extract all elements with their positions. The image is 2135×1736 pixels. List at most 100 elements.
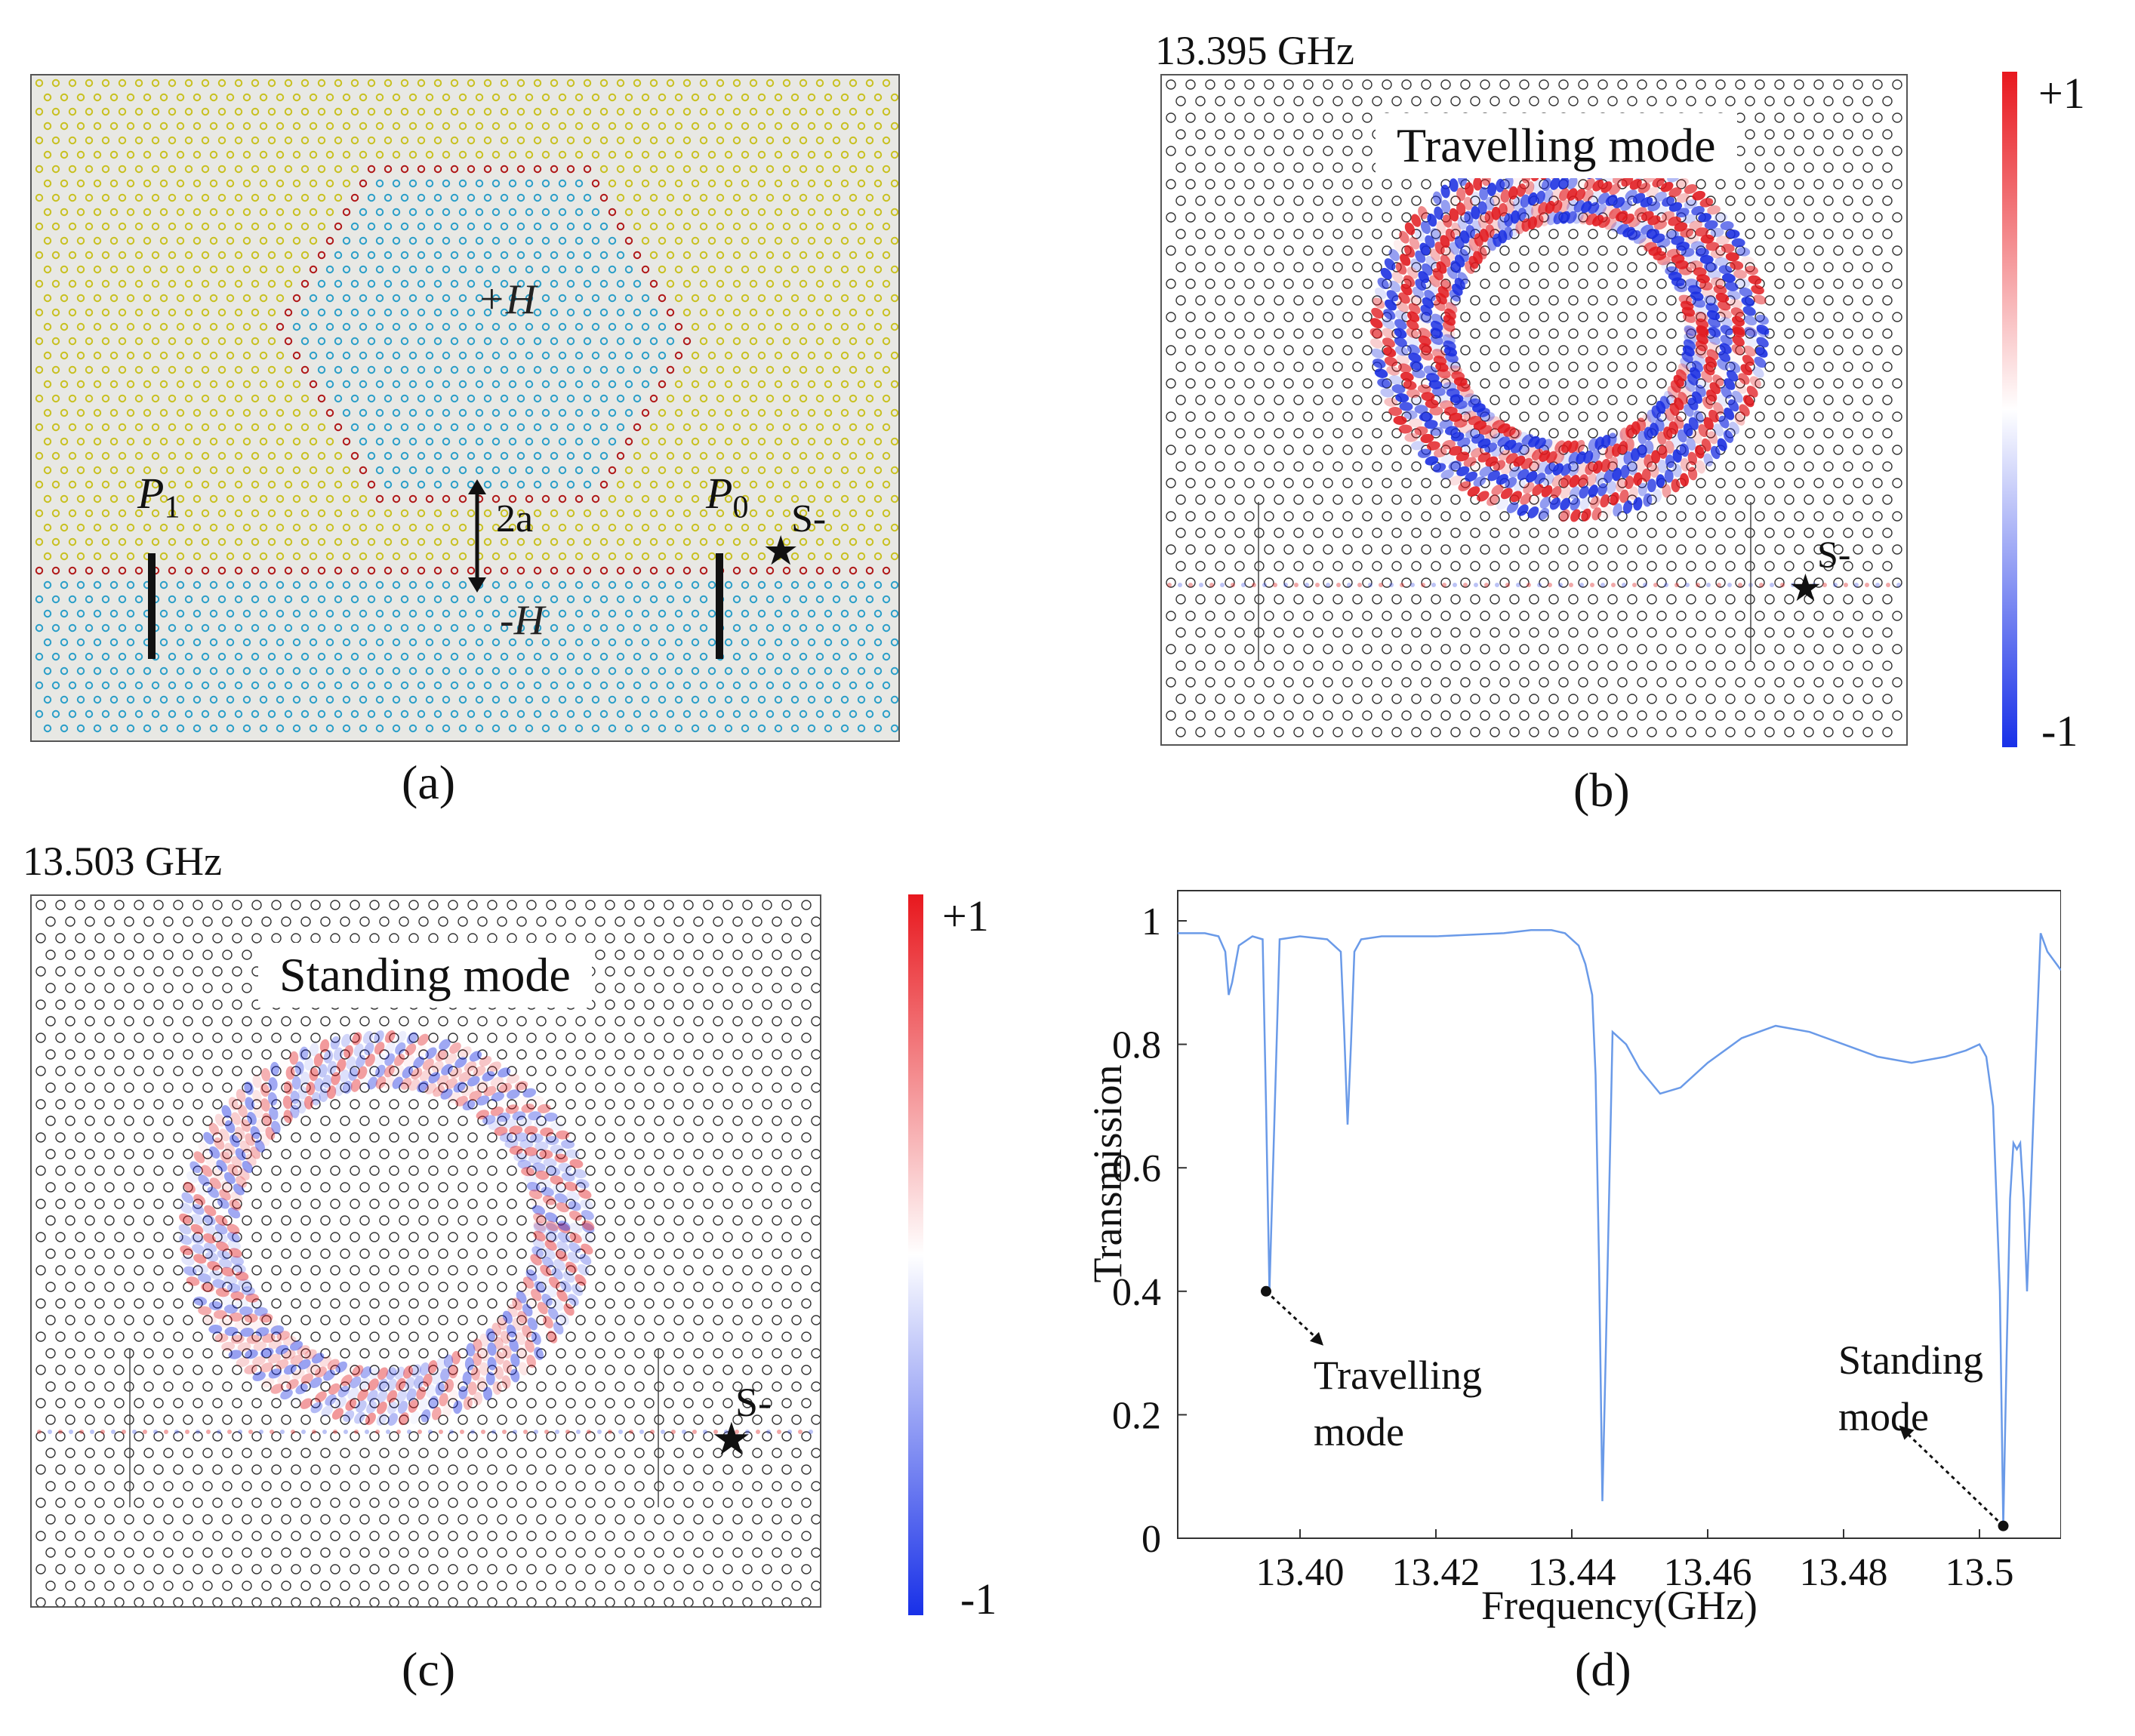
lattice-rod [118, 279, 127, 288]
lattice-rod [682, 681, 692, 690]
lattice-rod [1215, 129, 1225, 140]
lattice-rod [1293, 395, 1304, 405]
lattice-rod [417, 681, 426, 690]
lattice-rod [483, 78, 492, 88]
field-lobe [1729, 421, 1740, 435]
lattice-rod [1215, 262, 1225, 272]
field-lobe [1532, 484, 1544, 496]
lattice-rod [541, 150, 550, 159]
lattice-rod [1862, 295, 1873, 306]
wall-field [1294, 583, 1299, 587]
field-lobe [1446, 388, 1460, 398]
lattice-rod [94, 966, 105, 977]
lattice-rod [1637, 577, 1647, 588]
field-lobe [1681, 351, 1693, 363]
lattice-rod [1382, 511, 1392, 522]
lattice-rod [68, 451, 77, 460]
field-lobe [1498, 450, 1511, 461]
lattice-rod [1274, 461, 1284, 472]
lattice-rod [815, 566, 824, 575]
field-lobe [1754, 356, 1767, 368]
lattice-rod [1166, 611, 1176, 621]
lattice-rod [483, 136, 492, 145]
lattice-rod [317, 623, 326, 633]
lattice-rod [212, 933, 223, 943]
lattice-rod [1607, 328, 1618, 339]
lattice-rod [134, 451, 143, 460]
lattice-rod [691, 93, 700, 102]
field-lobe [1744, 325, 1758, 335]
lattice-rod [330, 900, 340, 910]
lattice-rod [1813, 644, 1824, 654]
lattice-rod [1342, 146, 1353, 156]
lattice-rod [65, 983, 75, 993]
lattice-rod [126, 122, 135, 131]
lattice-rod [1274, 694, 1284, 704]
lattice-rod [608, 724, 617, 733]
lattice-rod [1853, 710, 1863, 721]
lattice-rod [176, 208, 185, 217]
panel-b-frequency: 13.395 GHz [1155, 28, 1354, 73]
lattice-rod [707, 552, 716, 561]
lattice-rod [1323, 577, 1333, 588]
lattice-rod [558, 408, 567, 417]
lattice-rod [1519, 577, 1530, 588]
lattice-rod [475, 724, 484, 733]
lattice-rod [674, 351, 683, 360]
lattice-rod [317, 566, 326, 575]
lattice-rod [1303, 710, 1314, 721]
lattice-rod [1509, 694, 1520, 704]
lattice-rod [583, 222, 592, 231]
lattice-rod [1755, 544, 1765, 555]
colorbar-b-min: -1 [2041, 706, 2078, 756]
lattice-rod [790, 638, 799, 647]
lattice-rod [1745, 229, 1755, 239]
lattice-rod [259, 724, 268, 733]
lattice-rod [1833, 179, 1844, 189]
lattice-rod [325, 208, 334, 217]
lattice-rod [43, 523, 52, 532]
field-lobe [1739, 404, 1750, 417]
lattice-rod [1578, 677, 1588, 688]
lattice-rod [890, 695, 898, 704]
lattice-rod [1794, 279, 1804, 289]
lattice-rod [1548, 328, 1559, 339]
field-lobe [1744, 327, 1758, 337]
lattice-rod [1342, 212, 1353, 223]
lattice-rod [1332, 727, 1343, 737]
field-lobe [1479, 466, 1493, 477]
lattice-rod [782, 681, 791, 690]
lattice-rod [259, 208, 268, 217]
lattice-rod [865, 709, 874, 719]
field-b-svg [1162, 75, 1906, 744]
lattice-rod [674, 494, 683, 503]
lattice-rod [251, 337, 260, 346]
lattice-rod [699, 595, 708, 604]
lattice-rod [583, 423, 592, 432]
lattice-rod [276, 466, 285, 475]
lattice-rod [217, 595, 226, 604]
lattice-rod [1264, 544, 1274, 555]
lattice-rod [168, 222, 177, 231]
lattice-rod [267, 279, 276, 288]
lattice-rod [442, 609, 451, 618]
lattice-rod [790, 609, 799, 618]
lattice-rod [1362, 312, 1372, 322]
lattice-rod [824, 408, 833, 417]
lattice-rod [865, 623, 874, 633]
lattice-rod [267, 623, 276, 633]
lattice-rod [811, 916, 820, 927]
lattice-rod [1882, 694, 1893, 704]
lattice-rod [849, 165, 858, 174]
lattice-rod [438, 916, 448, 927]
lattice-rod [242, 695, 251, 704]
lattice-rod [1431, 660, 1441, 671]
lattice-rod [143, 695, 152, 704]
lattice-rod [168, 709, 177, 719]
field-lobe [1427, 213, 1437, 227]
lattice-rod [259, 294, 268, 303]
lattice-rod [633, 193, 642, 202]
lattice-rod [1234, 660, 1245, 671]
lattice-rod [276, 408, 285, 417]
lattice-rod [134, 900, 144, 910]
